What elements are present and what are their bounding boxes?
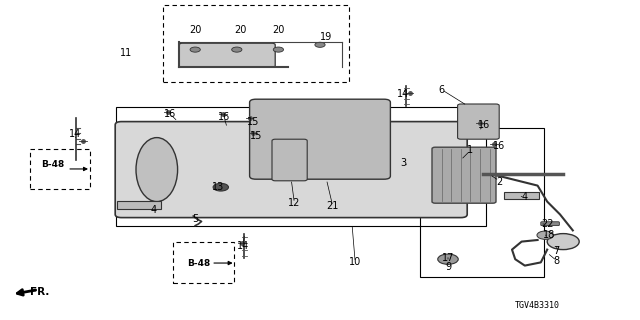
Text: 16: 16	[218, 112, 230, 122]
Circle shape	[315, 42, 325, 47]
Text: 2: 2	[496, 177, 502, 188]
FancyBboxPatch shape	[504, 192, 539, 199]
Text: 15: 15	[250, 131, 262, 141]
Text: 14: 14	[237, 241, 250, 252]
Text: 16: 16	[493, 140, 506, 151]
Circle shape	[213, 183, 228, 191]
Text: 16: 16	[477, 120, 490, 130]
FancyBboxPatch shape	[179, 43, 275, 67]
Text: 14: 14	[69, 129, 82, 140]
Text: TGV4B3310: TGV4B3310	[515, 301, 560, 310]
Text: 13: 13	[211, 182, 224, 192]
Circle shape	[438, 254, 458, 264]
Text: B-48: B-48	[187, 260, 210, 268]
Text: 14: 14	[397, 89, 410, 100]
Text: 20: 20	[272, 25, 285, 36]
Text: B-48: B-48	[41, 160, 64, 169]
Text: 5: 5	[192, 214, 198, 224]
Text: 11: 11	[120, 48, 132, 58]
Text: 7: 7	[554, 246, 560, 256]
FancyBboxPatch shape	[272, 139, 307, 181]
Text: 15: 15	[246, 116, 259, 127]
FancyBboxPatch shape	[250, 99, 390, 179]
Text: 19: 19	[320, 32, 333, 42]
Text: 4: 4	[150, 204, 157, 215]
FancyBboxPatch shape	[541, 222, 559, 226]
Text: 12: 12	[288, 198, 301, 208]
Circle shape	[232, 47, 242, 52]
Text: 20: 20	[189, 25, 202, 36]
Text: 18: 18	[543, 230, 556, 240]
FancyBboxPatch shape	[432, 147, 496, 203]
Text: 16: 16	[163, 108, 176, 119]
Text: 17: 17	[442, 252, 454, 263]
Text: 9: 9	[445, 262, 451, 272]
Ellipse shape	[136, 138, 178, 202]
FancyBboxPatch shape	[458, 104, 499, 139]
Circle shape	[537, 231, 554, 239]
Text: 21: 21	[326, 201, 339, 212]
FancyBboxPatch shape	[115, 122, 467, 218]
FancyBboxPatch shape	[117, 201, 161, 209]
Text: 22: 22	[541, 219, 554, 229]
Text: 20: 20	[234, 25, 246, 36]
Text: 4: 4	[522, 192, 528, 202]
Circle shape	[190, 47, 200, 52]
Circle shape	[273, 47, 284, 52]
Text: 6: 6	[438, 84, 445, 95]
Text: 1: 1	[467, 145, 474, 156]
Text: 3: 3	[400, 158, 406, 168]
Text: FR.: FR.	[30, 287, 49, 297]
Text: 8: 8	[554, 256, 560, 266]
Circle shape	[547, 234, 579, 250]
Text: 10: 10	[349, 257, 362, 268]
